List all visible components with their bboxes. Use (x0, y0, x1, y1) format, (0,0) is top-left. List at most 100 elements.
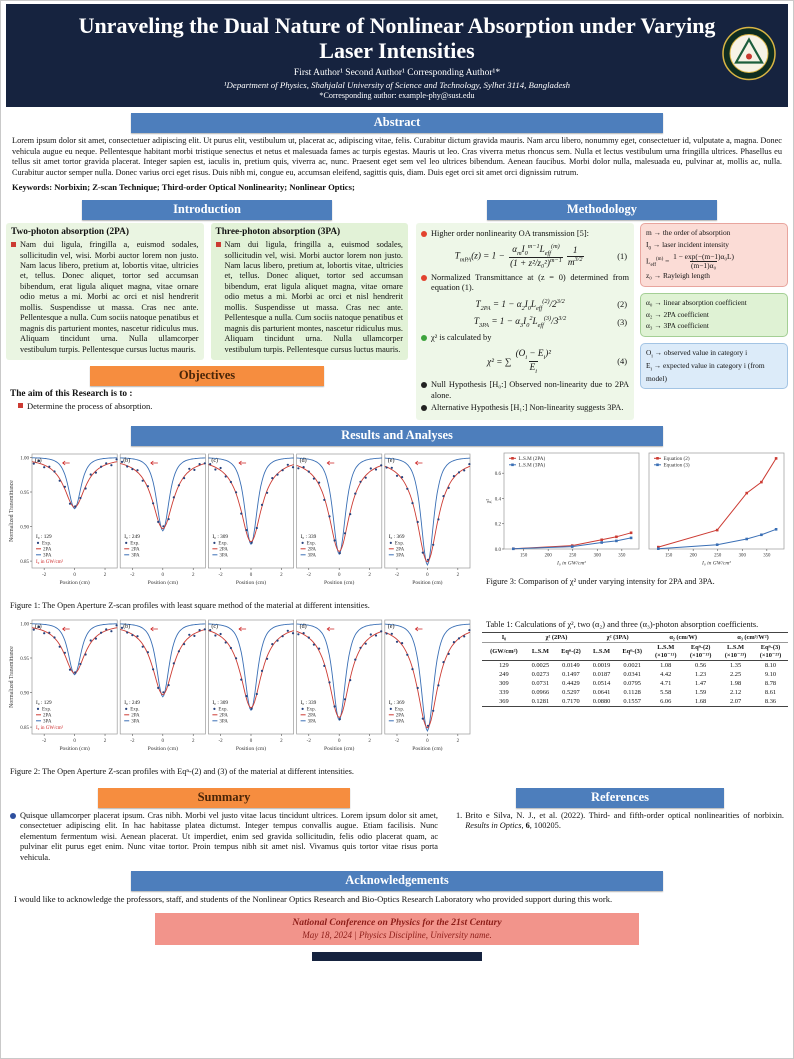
svg-text:(d): (d) (300, 457, 307, 464)
svg-text:Exp.: Exp. (307, 541, 316, 546)
intro-methodology-row: Introduction Two-photon absorption (2PA)… (6, 194, 788, 420)
table1-block: Table 1: Calculations of χ², two (α₂) an… (482, 615, 788, 707)
svg-text:350: 350 (618, 553, 626, 558)
bullet-square-icon (18, 403, 23, 409)
svg-text:I₀ in GW/cm²: I₀ in GW/cm² (701, 560, 731, 566)
svg-text:I₀ : 309: I₀ : 309 (212, 700, 228, 706)
table-cell: 1.08 (660, 661, 672, 669)
svg-text:Position (cm): Position (cm) (59, 745, 89, 752)
svg-text:Exp.: Exp. (395, 707, 404, 712)
summary-references-row: Summary Quisque ullamcorper placerat ips… (6, 782, 788, 865)
svg-text:2PA: 2PA (308, 713, 317, 718)
bullet-dot-icon (421, 335, 427, 342)
poster-title: Unraveling the Dual Nature of Nonlinear … (78, 13, 716, 63)
svg-text:3PA: 3PA (43, 719, 52, 724)
table-cell: 0.7170 (562, 697, 580, 705)
svg-text:Exp.: Exp. (307, 707, 316, 712)
svg-text:Position (cm): Position (cm) (236, 579, 266, 586)
svg-text:0: 0 (426, 739, 429, 744)
table-cell: 309 (499, 679, 509, 687)
introduction-heading: Introduction (82, 200, 332, 221)
svg-text:I₀ : 129: I₀ : 129 (36, 700, 52, 706)
figure1-plot: (a) I₀ : 129 Exp. 2PA 3PA I₀ in GW/cm² -2 0 2 Pos… (6, 448, 474, 600)
table-cell: 2.25 (729, 670, 742, 678)
keywords-line: Keywords: Norbixin; Z-scan Technique; Th… (12, 182, 355, 193)
svg-text:2PA: 2PA (219, 713, 228, 718)
svg-text:L.S.M (2PA): L.S.M (2PA) (519, 455, 546, 462)
objectives-heading: Objectives (90, 366, 324, 387)
svg-text:0: 0 (73, 573, 76, 578)
svg-text:3PA: 3PA (131, 553, 140, 558)
equation-2: T2PA = 1 − α2I0Leff(2)/23/2 (2) (475, 297, 627, 312)
table-cell: 0.1281 (531, 697, 550, 705)
svg-text:Position (cm): Position (cm) (324, 579, 354, 586)
svg-text:Position (cm): Position (cm) (236, 745, 266, 752)
svg-text:2PA: 2PA (131, 547, 140, 552)
methodology-bullet: Alternative Hypothesis [H₁:] Non-lineari… (431, 403, 624, 413)
svg-text:I₀ : 369: I₀ : 369 (389, 700, 405, 706)
intro-2pa-body: Nam dui ligula, fringilla a, euismod sod… (20, 240, 199, 354)
bullet-square-icon (215, 242, 221, 248)
svg-text:0.0: 0.0 (495, 547, 502, 552)
svg-text:3PA: 3PA (219, 719, 228, 724)
bullet-dot-icon (421, 382, 427, 389)
svg-text:0.90: 0.90 (20, 691, 29, 696)
svg-text:-2: -2 (307, 739, 312, 744)
objectives-item: Determine the process of absorption. (27, 401, 153, 412)
summary-body: Quisque ullamcorper placerat ipsum. Cras… (20, 810, 438, 862)
svg-text:2: 2 (192, 573, 195, 578)
table-cell: 2.12 (729, 688, 742, 696)
table-row: 369 0.1281 0.7170 0.0880 0.1557 6.06 1.68 2.07 8… (482, 697, 788, 707)
table-sub-header: L.S.M (×10⁻¹¹) (654, 643, 677, 659)
table-cell: 0.4429 (562, 679, 580, 687)
table-cell: 1.68 (695, 697, 707, 705)
table-group-header: α₂ (cm/W) (648, 632, 719, 643)
svg-text:2: 2 (280, 739, 283, 744)
table-cell: 129 (499, 661, 509, 669)
svg-text:(e): (e) (388, 457, 395, 464)
table-cell: 0.0019 (592, 661, 611, 669)
intro-2pa-panel: Two-photon absorption (2PA) Nam dui ligu… (6, 223, 204, 361)
methodology-main: Higher order nonlinearity OA transmissio… (416, 223, 634, 420)
table-sub-header: L.S.M (531, 647, 549, 655)
svg-text:0: 0 (250, 573, 253, 578)
bullet-dot-icon (421, 274, 427, 281)
svg-text:2: 2 (192, 739, 195, 744)
svg-text:-2: -2 (130, 573, 135, 578)
table-cell: 0.0880 (592, 697, 611, 705)
svg-text:-2: -2 (395, 573, 400, 578)
university-logo (722, 26, 776, 85)
bullet-dot-icon (421, 405, 427, 412)
svg-text:2: 2 (280, 573, 283, 578)
table-cell: 9.10 (764, 670, 777, 678)
table-cell: 0.5297 (562, 688, 580, 696)
svg-text:2: 2 (368, 573, 371, 578)
table-group-header: α₃ (cm³/W²) (718, 632, 788, 643)
svg-text:2: 2 (457, 739, 460, 744)
svg-text:0: 0 (250, 739, 253, 744)
table-cell: 5.58 (660, 688, 672, 696)
svg-text:3PA: 3PA (131, 719, 140, 724)
methodology-bullet: Normalized Transmittance at (z = 0) dete… (431, 272, 629, 293)
table-cell: 1.35 (729, 661, 742, 669)
svg-text:Position (cm): Position (cm) (412, 745, 442, 752)
table-row: 339 0.0966 0.5297 0.0641 0.1128 5.58 1.59 2.12 8… (482, 688, 788, 697)
svg-text:Exp.: Exp. (130, 541, 139, 546)
figure2-caption: Figure 2: The Open Aperture Z-scan profi… (10, 766, 354, 776)
table-cell: 249 (499, 670, 509, 678)
table-cell: 1.59 (695, 688, 707, 696)
svg-text:I₀ : 369: I₀ : 369 (389, 534, 405, 540)
table-cell: 0.0514 (592, 679, 611, 687)
coefficients-box: α₀ → linear absorption coefficient α₂ → … (640, 292, 788, 337)
references-heading: References (515, 787, 725, 808)
reference-item: 1. Brito e Silva, N. J., et al. (2022). T… (456, 810, 784, 831)
equation-3: T3PA = 1 − α3I02Leff(3)/33/2 (3) (473, 315, 627, 330)
intro-2pa-title: Two-photon absorption (2PA) (11, 227, 129, 238)
svg-text:0.85: 0.85 (20, 726, 29, 731)
figure3-plot: L.S.M (2PA) L.S.M (3PA) 150 200 250 300 350 I₀ … (482, 448, 788, 576)
svg-text:0.95: 0.95 (20, 657, 29, 662)
table-cell: 4.42 (660, 670, 672, 678)
table-sub-header: Eqⁿ-(2) (561, 647, 581, 655)
introduction-column: Introduction Two-photon absorption (2PA)… (6, 194, 408, 420)
